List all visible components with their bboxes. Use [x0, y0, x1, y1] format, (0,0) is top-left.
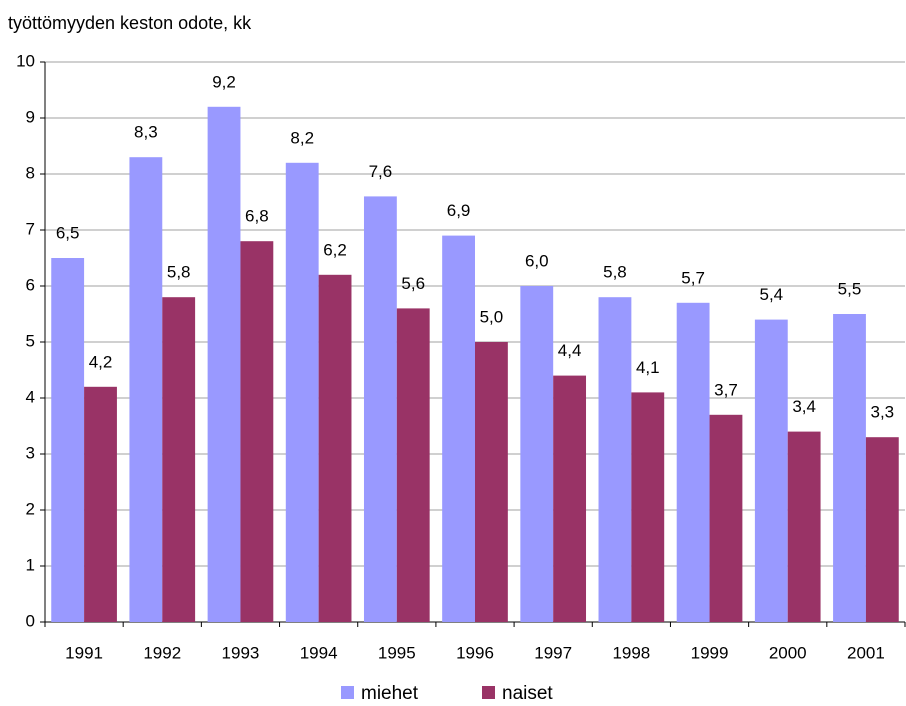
bar	[396, 308, 430, 622]
value-label: 7,6	[369, 162, 393, 181]
bar	[129, 157, 163, 622]
bar	[162, 297, 196, 622]
value-label: 6,8	[245, 207, 269, 226]
value-label: 6,0	[525, 251, 549, 270]
bar	[709, 414, 743, 622]
x-tick-label: 2000	[769, 643, 807, 662]
value-label: 5,0	[480, 307, 504, 326]
value-label: 4,4	[558, 341, 582, 360]
value-label: 5,6	[401, 274, 425, 293]
legend-label: naiset	[502, 683, 553, 704]
y-tick-label: 9	[26, 107, 35, 126]
x-tick-label: 1993	[222, 643, 260, 662]
y-tick-label: 7	[26, 219, 35, 238]
value-label: 5,7	[681, 268, 705, 287]
value-label: 3,4	[792, 397, 816, 416]
x-tick-label: 2001	[847, 643, 885, 662]
value-label: 8,3	[134, 123, 158, 142]
y-tick-label: 5	[26, 331, 35, 350]
bar	[285, 162, 319, 623]
bar	[833, 314, 866, 622]
value-label: 9,2	[212, 72, 236, 91]
bar	[787, 431, 821, 622]
y-tick-label: 1	[26, 555, 35, 574]
bar	[240, 241, 274, 622]
bar	[475, 342, 508, 622]
y-tick-label: 0	[26, 611, 35, 630]
x-tick-label: 1996	[456, 643, 494, 662]
value-label: 4,2	[89, 352, 113, 371]
value-label: 6,2	[323, 240, 347, 259]
value-label: 3,3	[871, 403, 895, 422]
bar	[631, 392, 665, 622]
value-label: 6,5	[56, 223, 80, 242]
legend-label: miehet	[361, 683, 419, 704]
x-tick-label: 1999	[691, 643, 729, 662]
value-label: 5,4	[759, 285, 783, 304]
value-label: 4,1	[636, 358, 660, 377]
y-tick-label: 2	[26, 499, 35, 518]
value-label: 5,5	[838, 279, 862, 298]
bar	[363, 196, 397, 622]
value-label: 5,8	[603, 263, 627, 282]
x-tick-label: 1998	[612, 643, 650, 662]
x-tick-label: 1991	[65, 643, 103, 662]
bar	[207, 106, 241, 623]
y-tick-label: 4	[26, 387, 35, 406]
bar	[520, 286, 554, 622]
x-tick-label: 1997	[534, 643, 572, 662]
x-tick-label: 1994	[300, 643, 338, 662]
bar	[318, 274, 352, 622]
bar	[442, 235, 475, 622]
value-label: 6,9	[447, 201, 471, 220]
bar	[865, 437, 899, 622]
x-tick-label: 1995	[378, 643, 416, 662]
chart-title: työttömyyden keston odote, kk	[8, 13, 252, 33]
value-label: 3,7	[714, 380, 738, 399]
y-tick-label: 8	[26, 163, 35, 182]
bar	[676, 302, 710, 622]
bar	[84, 386, 117, 622]
bar	[553, 375, 587, 622]
y-tick-label: 3	[26, 443, 35, 462]
value-label: 8,2	[290, 128, 314, 147]
bar	[754, 319, 788, 622]
x-tick-label: 1992	[143, 643, 181, 662]
legend-swatch	[482, 686, 495, 699]
value-label: 5,8	[167, 263, 191, 282]
bar	[598, 297, 632, 622]
bar	[51, 258, 85, 622]
legend-swatch	[341, 686, 354, 699]
y-tick-label: 10	[16, 51, 35, 70]
y-tick-label: 6	[26, 275, 35, 294]
